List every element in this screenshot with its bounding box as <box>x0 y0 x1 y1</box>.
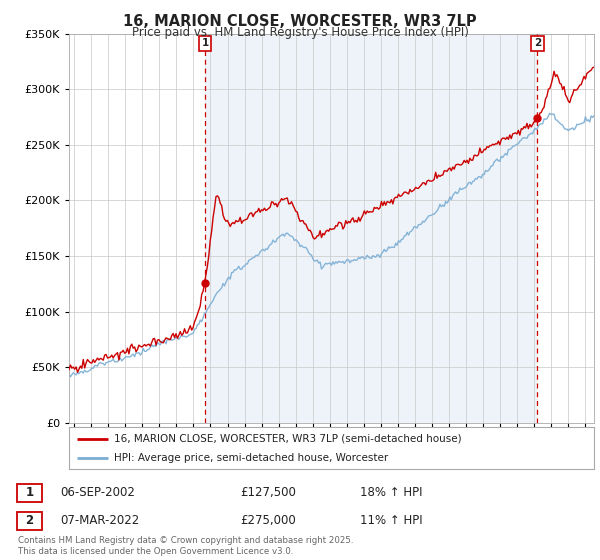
Text: £275,000: £275,000 <box>240 514 296 528</box>
Text: 07-MAR-2022: 07-MAR-2022 <box>60 514 139 528</box>
Text: 11% ↑ HPI: 11% ↑ HPI <box>360 514 422 528</box>
Text: HPI: Average price, semi-detached house, Worcester: HPI: Average price, semi-detached house,… <box>113 453 388 463</box>
Text: 1: 1 <box>25 486 34 500</box>
Text: 18% ↑ HPI: 18% ↑ HPI <box>360 486 422 500</box>
Text: Contains HM Land Registry data © Crown copyright and database right 2025.
This d: Contains HM Land Registry data © Crown c… <box>18 536 353 556</box>
Text: 16, MARION CLOSE, WORCESTER, WR3 7LP (semi-detached house): 16, MARION CLOSE, WORCESTER, WR3 7LP (se… <box>113 433 461 444</box>
Text: Price paid vs. HM Land Registry's House Price Index (HPI): Price paid vs. HM Land Registry's House … <box>131 26 469 39</box>
Text: 16, MARION CLOSE, WORCESTER, WR3 7LP: 16, MARION CLOSE, WORCESTER, WR3 7LP <box>123 14 477 29</box>
Text: 1: 1 <box>202 38 209 48</box>
Text: £127,500: £127,500 <box>240 486 296 500</box>
Text: 06-SEP-2002: 06-SEP-2002 <box>60 486 135 500</box>
Bar <box>205 34 538 423</box>
Text: 2: 2 <box>534 38 541 48</box>
Text: 2: 2 <box>25 514 34 528</box>
